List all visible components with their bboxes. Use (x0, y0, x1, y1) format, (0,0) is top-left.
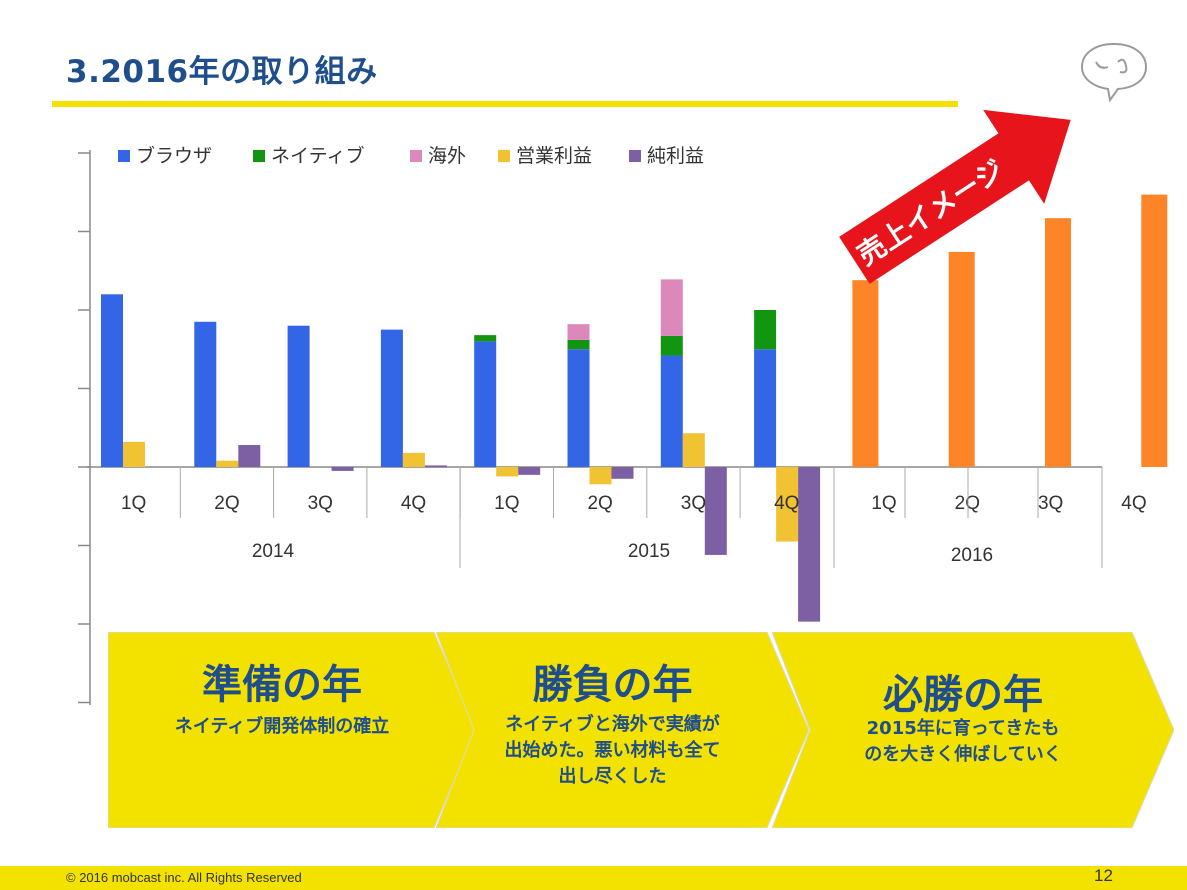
net-profit-bar (611, 467, 634, 479)
net-profit-bar (704, 467, 727, 555)
overseas-bar (660, 279, 683, 336)
year-label: 2016 (951, 545, 993, 566)
chevron-shape (436, 632, 809, 828)
chevron-3: 必勝の年 2015年に育ってきたも のを大きく伸ばしていく (772, 632, 1174, 828)
browser-bar (660, 355, 683, 467)
quarter-label: 4Q (774, 493, 799, 514)
chart-legend: ブラウザ ネイティブ 海外 営業利益 純利益 (118, 144, 704, 167)
chevron-description-line: のを大きく伸ばしていく (864, 744, 1062, 766)
chevron-description: ネイティブ開発体制の確立 (108, 714, 456, 740)
chevron-description-line: 出し尽くした (558, 766, 667, 788)
legend-label: ブラウザ (136, 144, 212, 167)
net-profit-bar (424, 465, 447, 468)
forecast-bar (1045, 218, 1071, 467)
arrow-shape (839, 109, 1071, 284)
native-bar (754, 310, 777, 350)
chart-axes (78, 150, 1102, 705)
operating-profit-bar (776, 467, 799, 542)
chevron-1: 準備の年ネイティブ開発体制の確立 (108, 632, 476, 828)
native-bar (660, 335, 683, 356)
quarter-label: 2Q (955, 493, 980, 514)
year-label: 2015 (628, 541, 670, 562)
browser-bar (101, 294, 123, 467)
operating-profit-bar (402, 452, 425, 467)
chart-bars (101, 194, 1168, 622)
copyright-text: © 2016 mobcast inc. All Rights Reserved (66, 870, 302, 885)
quarter-label: 3Q (308, 493, 333, 514)
forecast-bar (948, 251, 975, 467)
browser-bar (474, 341, 497, 467)
quarter-label: 4Q (1121, 493, 1146, 514)
native-bar (474, 335, 497, 342)
chevron-shape (772, 632, 1174, 828)
browser-bar (567, 349, 590, 467)
legend-swatch (629, 150, 641, 162)
legend-label: 海外 (428, 145, 466, 167)
operating-profit-bar (589, 467, 612, 485)
browser-bar (380, 329, 403, 467)
chevron-heading: 準備の年 (202, 662, 362, 708)
overseas-bar (567, 324, 590, 340)
operating-profit-bar (682, 433, 705, 467)
operating-profit-bar (123, 441, 145, 467)
quarter-label: 4Q (401, 493, 426, 514)
chevron-description: 2015年に育ってきたも のを大きく伸ばしていく (772, 716, 1154, 768)
forecast-bar (1141, 194, 1168, 468)
page-title: 3.2016年の取り組み (66, 54, 378, 90)
sales-image-label: 売上イメージ (851, 153, 1009, 272)
quarter-label: 1Q (121, 493, 146, 514)
legend-label: 純利益 (647, 145, 704, 167)
chevron-description: ネイティブと海外で実績が 出始めた。悪い材料も全て 出し尽くした (436, 712, 789, 790)
net-profit-bar (798, 467, 821, 622)
quarter-label: 1Q (871, 493, 896, 514)
quarter-label: 3Q (1038, 493, 1063, 514)
x-axis-labels: 1Q 2Q 3Q 4Q 1Q 2Q 3Q 4Q 1Q 2Q 3Q 4Q 2014 2015 2016 (121, 467, 1147, 568)
legend-swatch (253, 150, 265, 162)
mascot-logo-icon (1078, 40, 1150, 104)
legend-label: ネイティブ (271, 144, 364, 167)
chevron-heading: 必勝の年 (883, 672, 1043, 718)
net-profit-bar (518, 467, 541, 475)
year-label: 2014 (252, 541, 295, 562)
chevron-description-line: ネイティブ開発体制の確立 (174, 716, 390, 737)
net-profit-bar (238, 445, 261, 467)
operating-profit-bar (216, 460, 239, 467)
browser-bar (287, 325, 310, 467)
chevron-heading: 勝負の年 (532, 662, 693, 708)
chevron-2: 勝負の年 ネイティブと海外で実績が 出始めた。悪い材料も全て 出し尽くした (436, 632, 809, 828)
chevron-description-line: 2015年に育ってきたも (866, 718, 1060, 739)
browser-bar (754, 349, 777, 467)
chevron-description-line: ネイティブと海外で実績が (505, 714, 720, 735)
footer-bar (0, 866, 1187, 890)
native-bar (567, 339, 590, 350)
forecast-bar (852, 280, 879, 467)
title-underline (52, 101, 958, 107)
quarter-label: 1Q (494, 493, 519, 514)
quarter-label: 2Q (214, 493, 239, 514)
browser-bar (194, 321, 217, 467)
legend-swatch (118, 150, 130, 162)
quarter-label: 3Q (681, 493, 706, 514)
quarter-label: 2Q (587, 493, 612, 514)
net-profit-bar (331, 467, 354, 471)
operating-profit-bar (496, 467, 519, 477)
chevron-shape (108, 632, 476, 828)
legend-swatch (410, 150, 422, 162)
chevron-description-line: 出始めた。悪い材料も全て (504, 740, 721, 762)
page-number: 12 (1094, 866, 1113, 885)
sales-chart: ブラウザ ネイティブ 海外 営業利益 純利益 1Q 2Q 3Q 4Q 1Q 2Q 3Q 4Q 1Q 2Q 3… (78, 109, 1168, 705)
legend-swatch (498, 150, 510, 162)
legend-label: 営業利益 (516, 145, 592, 167)
